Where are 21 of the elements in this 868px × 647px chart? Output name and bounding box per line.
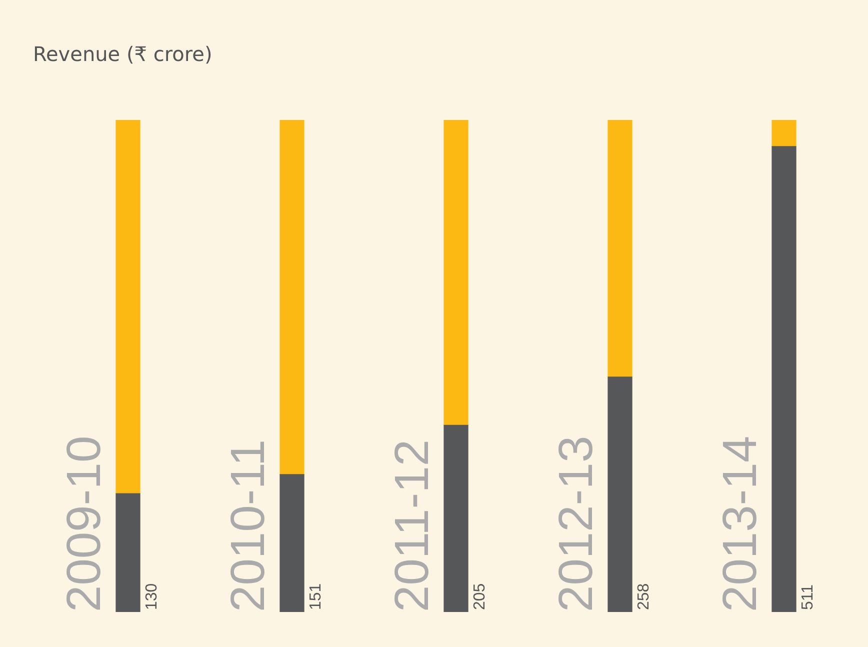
bar <box>608 376 632 612</box>
x-tick-label: 2009-10 <box>58 436 111 612</box>
data-label: 511 <box>799 584 816 610</box>
x-tick-label: 2010-11 <box>222 439 275 612</box>
data-label: 130 <box>143 583 160 610</box>
x-tick-label: 2012-13 <box>550 436 603 612</box>
data-label: 258 <box>635 583 652 610</box>
bar <box>116 493 140 612</box>
bar <box>772 146 796 612</box>
x-tick-label: 2011-12 <box>386 439 439 612</box>
bar <box>116 120 140 494</box>
bar <box>608 120 632 378</box>
chart-title: Revenue (₹ crore) <box>33 42 212 66</box>
bar <box>280 120 304 475</box>
bar <box>444 120 468 426</box>
bar <box>280 474 304 612</box>
bar <box>772 120 796 147</box>
data-label: 205 <box>471 583 488 610</box>
x-tick-label: 2013-14 <box>714 436 767 612</box>
bar <box>444 424 468 612</box>
data-label: 151 <box>307 583 324 610</box>
